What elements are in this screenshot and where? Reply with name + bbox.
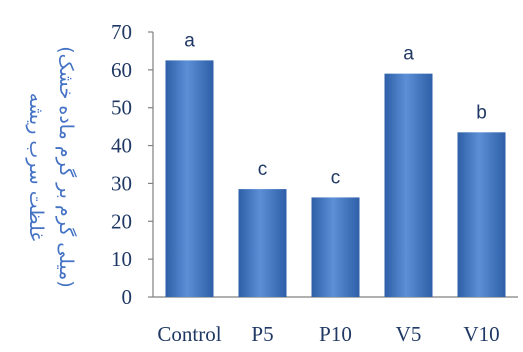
significance-letter: a	[184, 30, 195, 51]
bar-p10	[311, 197, 360, 297]
significance-letters: a c c a b	[184, 30, 487, 188]
bar-v10	[457, 132, 506, 297]
significance-letter: a	[403, 44, 414, 65]
y-tick-label: 0	[122, 285, 133, 309]
y-axis-title: غلظت سرب ریشه (میلی گرم بر گرم ماده خشک)	[25, 46, 78, 288]
y-axis-title-line2: (میلی گرم بر گرم ماده خشک)	[55, 46, 78, 288]
bars	[165, 60, 506, 298]
x-tick-label: V5	[396, 322, 422, 346]
y-axis-title-line1: غلظت سرب ریشه	[25, 93, 47, 242]
x-tick-label: P5	[251, 322, 273, 346]
y-tick-label: 10	[111, 247, 132, 271]
y-tick-label: 50	[111, 96, 132, 120]
y-tick-label: 70	[111, 20, 132, 44]
bar-v5	[384, 73, 433, 298]
bar-control	[165, 60, 214, 298]
x-tick-label: Control	[157, 322, 221, 346]
significance-letter: c	[331, 167, 341, 188]
x-axis-ticks: Control P5 P10 V5 V10	[157, 322, 499, 346]
y-tick-label: 30	[111, 171, 132, 195]
y-tick-label: 40	[111, 134, 132, 158]
y-tick-label: 20	[111, 209, 132, 233]
significance-letter: b	[476, 102, 487, 123]
bar-p5	[238, 189, 287, 297]
x-tick-label: P10	[319, 322, 352, 346]
x-tick-label: V10	[463, 322, 499, 346]
y-tick-label: 60	[111, 58, 132, 82]
y-axis-ticks: 0 10 20 30 40 50 60 70	[111, 20, 153, 309]
significance-letter: c	[258, 159, 268, 180]
